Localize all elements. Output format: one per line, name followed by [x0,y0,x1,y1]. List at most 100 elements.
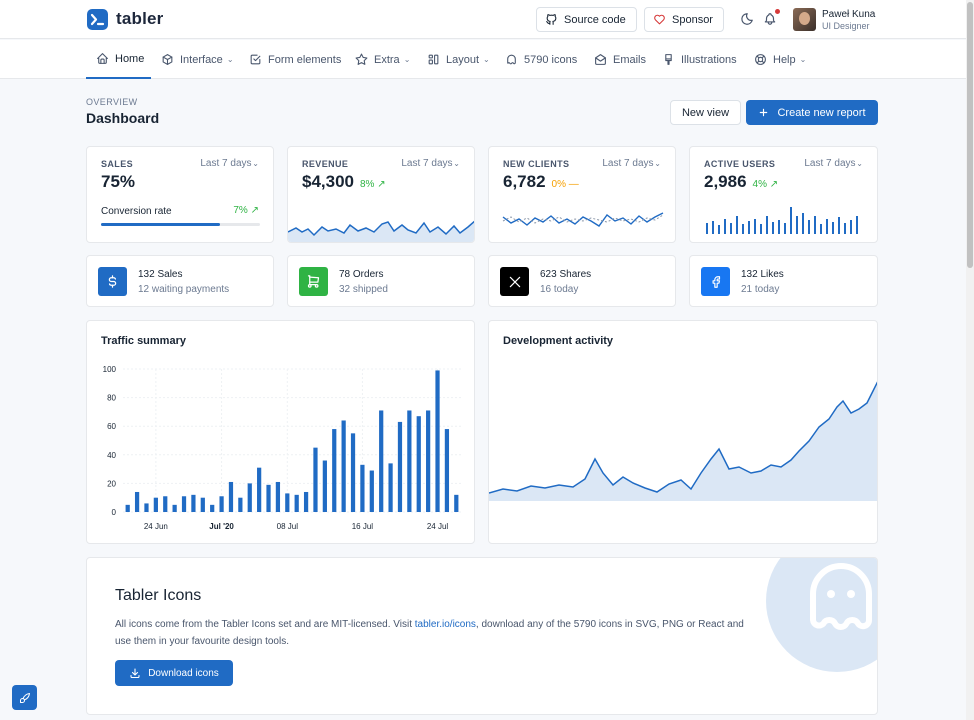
traffic-bar [228,481,234,512]
chevron-down-icon: ⌄ [252,159,259,168]
mini-card-subtitle: 12 waiting payments [138,284,230,295]
users-card: ACTIVE USERS Last 7 days ⌄ 2,986 4% ↗ [689,146,878,243]
mini-card-title: 78 Orders [339,269,384,280]
chevron-down-icon: ⌄ [856,159,863,168]
traffic-bar [200,497,205,512]
download-icons-button[interactable]: Download icons [115,660,233,686]
y-tick-label: 80 [107,394,116,403]
checkbox-icon [249,53,262,66]
tabler-logo-icon[interactable] [87,9,108,30]
user-name[interactable]: Paweł Kuna [822,9,876,20]
trending-up-icon: ↗ [769,179,779,190]
users-delta: 4% ↗ [752,179,779,190]
revenue-delta: 8% ↗ [360,179,386,190]
github-icon [545,13,558,26]
create-report-button[interactable]: Create new report [746,100,878,125]
clients-delta: 0% — [551,179,579,190]
clients-range-dropdown[interactable]: Last 7 days ⌄ [602,158,661,169]
conversion-label: Conversion rate [101,206,172,217]
traffic-bar [172,504,177,512]
revenue-sparkline [288,220,474,242]
nav-label: Extra [374,53,400,66]
mini-card-title: 623 Shares [540,269,592,280]
conversion-progress [101,223,260,226]
revenue-range-dropdown[interactable]: Last 7 days ⌄ [401,158,460,169]
scrollbar-thumb[interactable] [967,2,973,268]
nav-label: Emails [613,53,647,66]
mini-card-title: 132 Sales [138,269,183,280]
x-tick-label: Jul '20 [209,522,234,531]
nav-item-home[interactable]: Home [86,40,151,79]
mini-card-subtitle: 16 today [540,284,579,295]
theme-settings-button[interactable] [12,685,37,710]
traffic-bar [303,491,309,512]
users-range-dropdown[interactable]: Last 7 days ⌄ [804,158,863,169]
mini-card-title: 132 Likes [741,269,784,280]
nav-label: Layout [446,53,480,66]
lifebuoy-icon [754,53,767,66]
nav-item-form-elements[interactable]: Form elements [249,40,341,79]
nav-item-help[interactable]: Help ⌄ [754,40,806,79]
bell-icon[interactable] [763,12,777,26]
sales-value: 75% [101,172,136,191]
brush-icon [662,53,675,66]
traffic-bar [397,421,403,512]
source-code-button[interactable]: Source code [536,7,637,32]
y-tick-label: 40 [107,451,116,460]
nav-item-emails[interactable]: Emails [594,40,646,79]
tabler-icons-card: Tabler Icons All icons come from the Tab… [86,557,878,715]
star-icon [355,53,368,66]
new-view-button[interactable]: New view [670,100,741,125]
traffic-bar [191,494,196,512]
traffic-bar [144,503,149,512]
traffic-bar [163,496,168,512]
moon-icon[interactable] [740,12,754,26]
traffic-bar [247,483,252,512]
ghost-icon [505,53,518,66]
x-tick-label: 08 Jul [277,522,299,531]
sales-label: SALES [101,159,134,169]
nav-item-interface[interactable]: Interface ⌄ [161,40,234,79]
nav-item-extra[interactable]: Extra ⌄ [355,40,410,79]
sales-card: SALES Last 7 days ⌄ 75% Conversion rate … [86,146,274,243]
trending-up-icon: ↗ [250,205,259,216]
mail-icon [594,53,607,66]
download-icon [129,667,141,679]
nav-label: Form elements [268,53,342,66]
x-tick-label: 16 Jul [352,522,374,531]
nav-item-icons[interactable]: 5790 icons [505,40,577,79]
heart-icon [653,13,666,26]
sponsor-button[interactable]: Sponsor [644,7,724,32]
development-activity-card: Development activity [488,320,878,544]
tabler-icons-link[interactable]: tabler.io/icons [414,619,476,630]
brand-name[interactable]: tabler [116,9,164,28]
chevron-down-icon: ⌄ [226,55,234,64]
ghost-icon [810,563,872,630]
traffic-bar [332,429,337,512]
users-label: ACTIVE USERS [704,159,776,169]
clients-sparkline [502,212,664,227]
traffic-bar [379,410,384,512]
traffic-bar [388,463,393,512]
avatar[interactable] [793,8,816,31]
download-icons-label: Download icons [148,667,219,679]
chevron-down-icon: ⌄ [654,159,661,168]
orders-summary-card: 78 Orders 32 shipped [287,255,475,307]
clients-label: NEW CLIENTS [503,159,570,169]
sales-range-dropdown[interactable]: Last 7 days ⌄ [200,158,259,169]
traffic-summary-card: Traffic summary 0 20 40 60 80 100 24 Jun Jul '2… [86,320,475,544]
create-report-label: Create new report [777,106,866,119]
home-icon [96,52,109,65]
likes-summary-card: 132 Likes 21 today [689,255,878,307]
traffic-bar [153,497,158,512]
traffic-bar [350,433,356,512]
sales-summary-card: 132 Sales 12 waiting payments [86,255,274,307]
nav-item-illustrations[interactable]: Illustrations [662,40,737,79]
main-navbar: Home Interface ⌄ Form elements Extra ⌄ L… [0,40,966,79]
x-tick-label: 24 Jun [144,522,168,531]
traffic-bar [134,491,140,512]
page-scrollbar[interactable] [966,0,974,720]
y-tick-label: 20 [107,479,116,488]
shopping-cart-icon [299,267,328,296]
nav-item-layout[interactable]: Layout ⌄ [427,40,490,79]
